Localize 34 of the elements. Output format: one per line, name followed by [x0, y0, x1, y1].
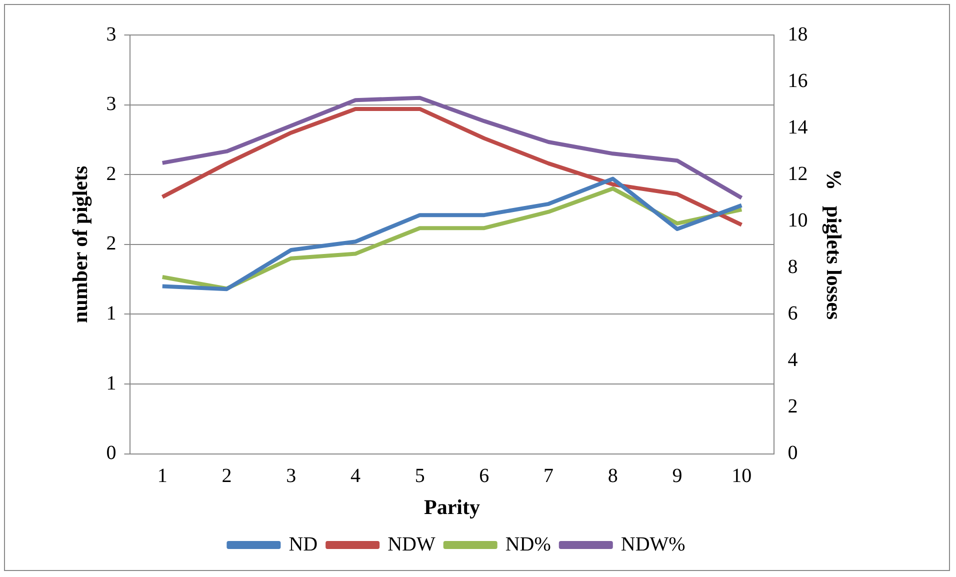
- x-tick-label: 7: [544, 465, 554, 488]
- y-tick-label: 1: [106, 372, 116, 394]
- y-tick-label: 3: [106, 93, 116, 116]
- legend-label: ND: [288, 533, 318, 556]
- y2-tick-label: 12: [788, 162, 808, 185]
- legend-label: ND%: [505, 533, 551, 556]
- y-tick-label: 3: [106, 23, 116, 46]
- x-tick-label: 8: [608, 465, 618, 488]
- x-tick-label: 4: [350, 465, 360, 488]
- y2-tick-label: 4: [788, 348, 798, 371]
- y-tick-label: 1: [106, 302, 116, 324]
- x-tick-label: 2: [222, 465, 232, 488]
- y-tick-label: 2: [106, 162, 116, 185]
- x-tick-label: 6: [479, 465, 490, 488]
- y2-tick-label: 10: [788, 209, 808, 232]
- legend-label: NDW: [388, 533, 436, 556]
- x-tick-label: 10: [732, 465, 752, 488]
- legend-label: NDW%: [620, 533, 686, 556]
- y2-tick-label: 14: [788, 116, 808, 138]
- x-axis-title: Parity: [424, 494, 480, 519]
- y-tick-label: 0: [106, 442, 116, 464]
- y2-tick-label: 8: [788, 256, 798, 278]
- x-tick-label: 3: [286, 465, 296, 488]
- y-axis-title: number of piglets: [68, 166, 92, 323]
- y2-tick-label: 18: [788, 23, 808, 46]
- y2-tick-label: 16: [788, 70, 808, 92]
- x-tick-label: 5: [414, 465, 425, 488]
- y-tick-label: 2: [106, 232, 116, 255]
- y2-tick-label: 0: [788, 442, 798, 464]
- y2-tick-label: 2: [788, 396, 798, 418]
- x-tick-label: 9: [672, 465, 682, 488]
- x-tick-label: 1: [157, 465, 168, 488]
- y2-axis-title: % piglets losses: [822, 169, 846, 320]
- y2-tick-label: 6: [788, 302, 798, 324]
